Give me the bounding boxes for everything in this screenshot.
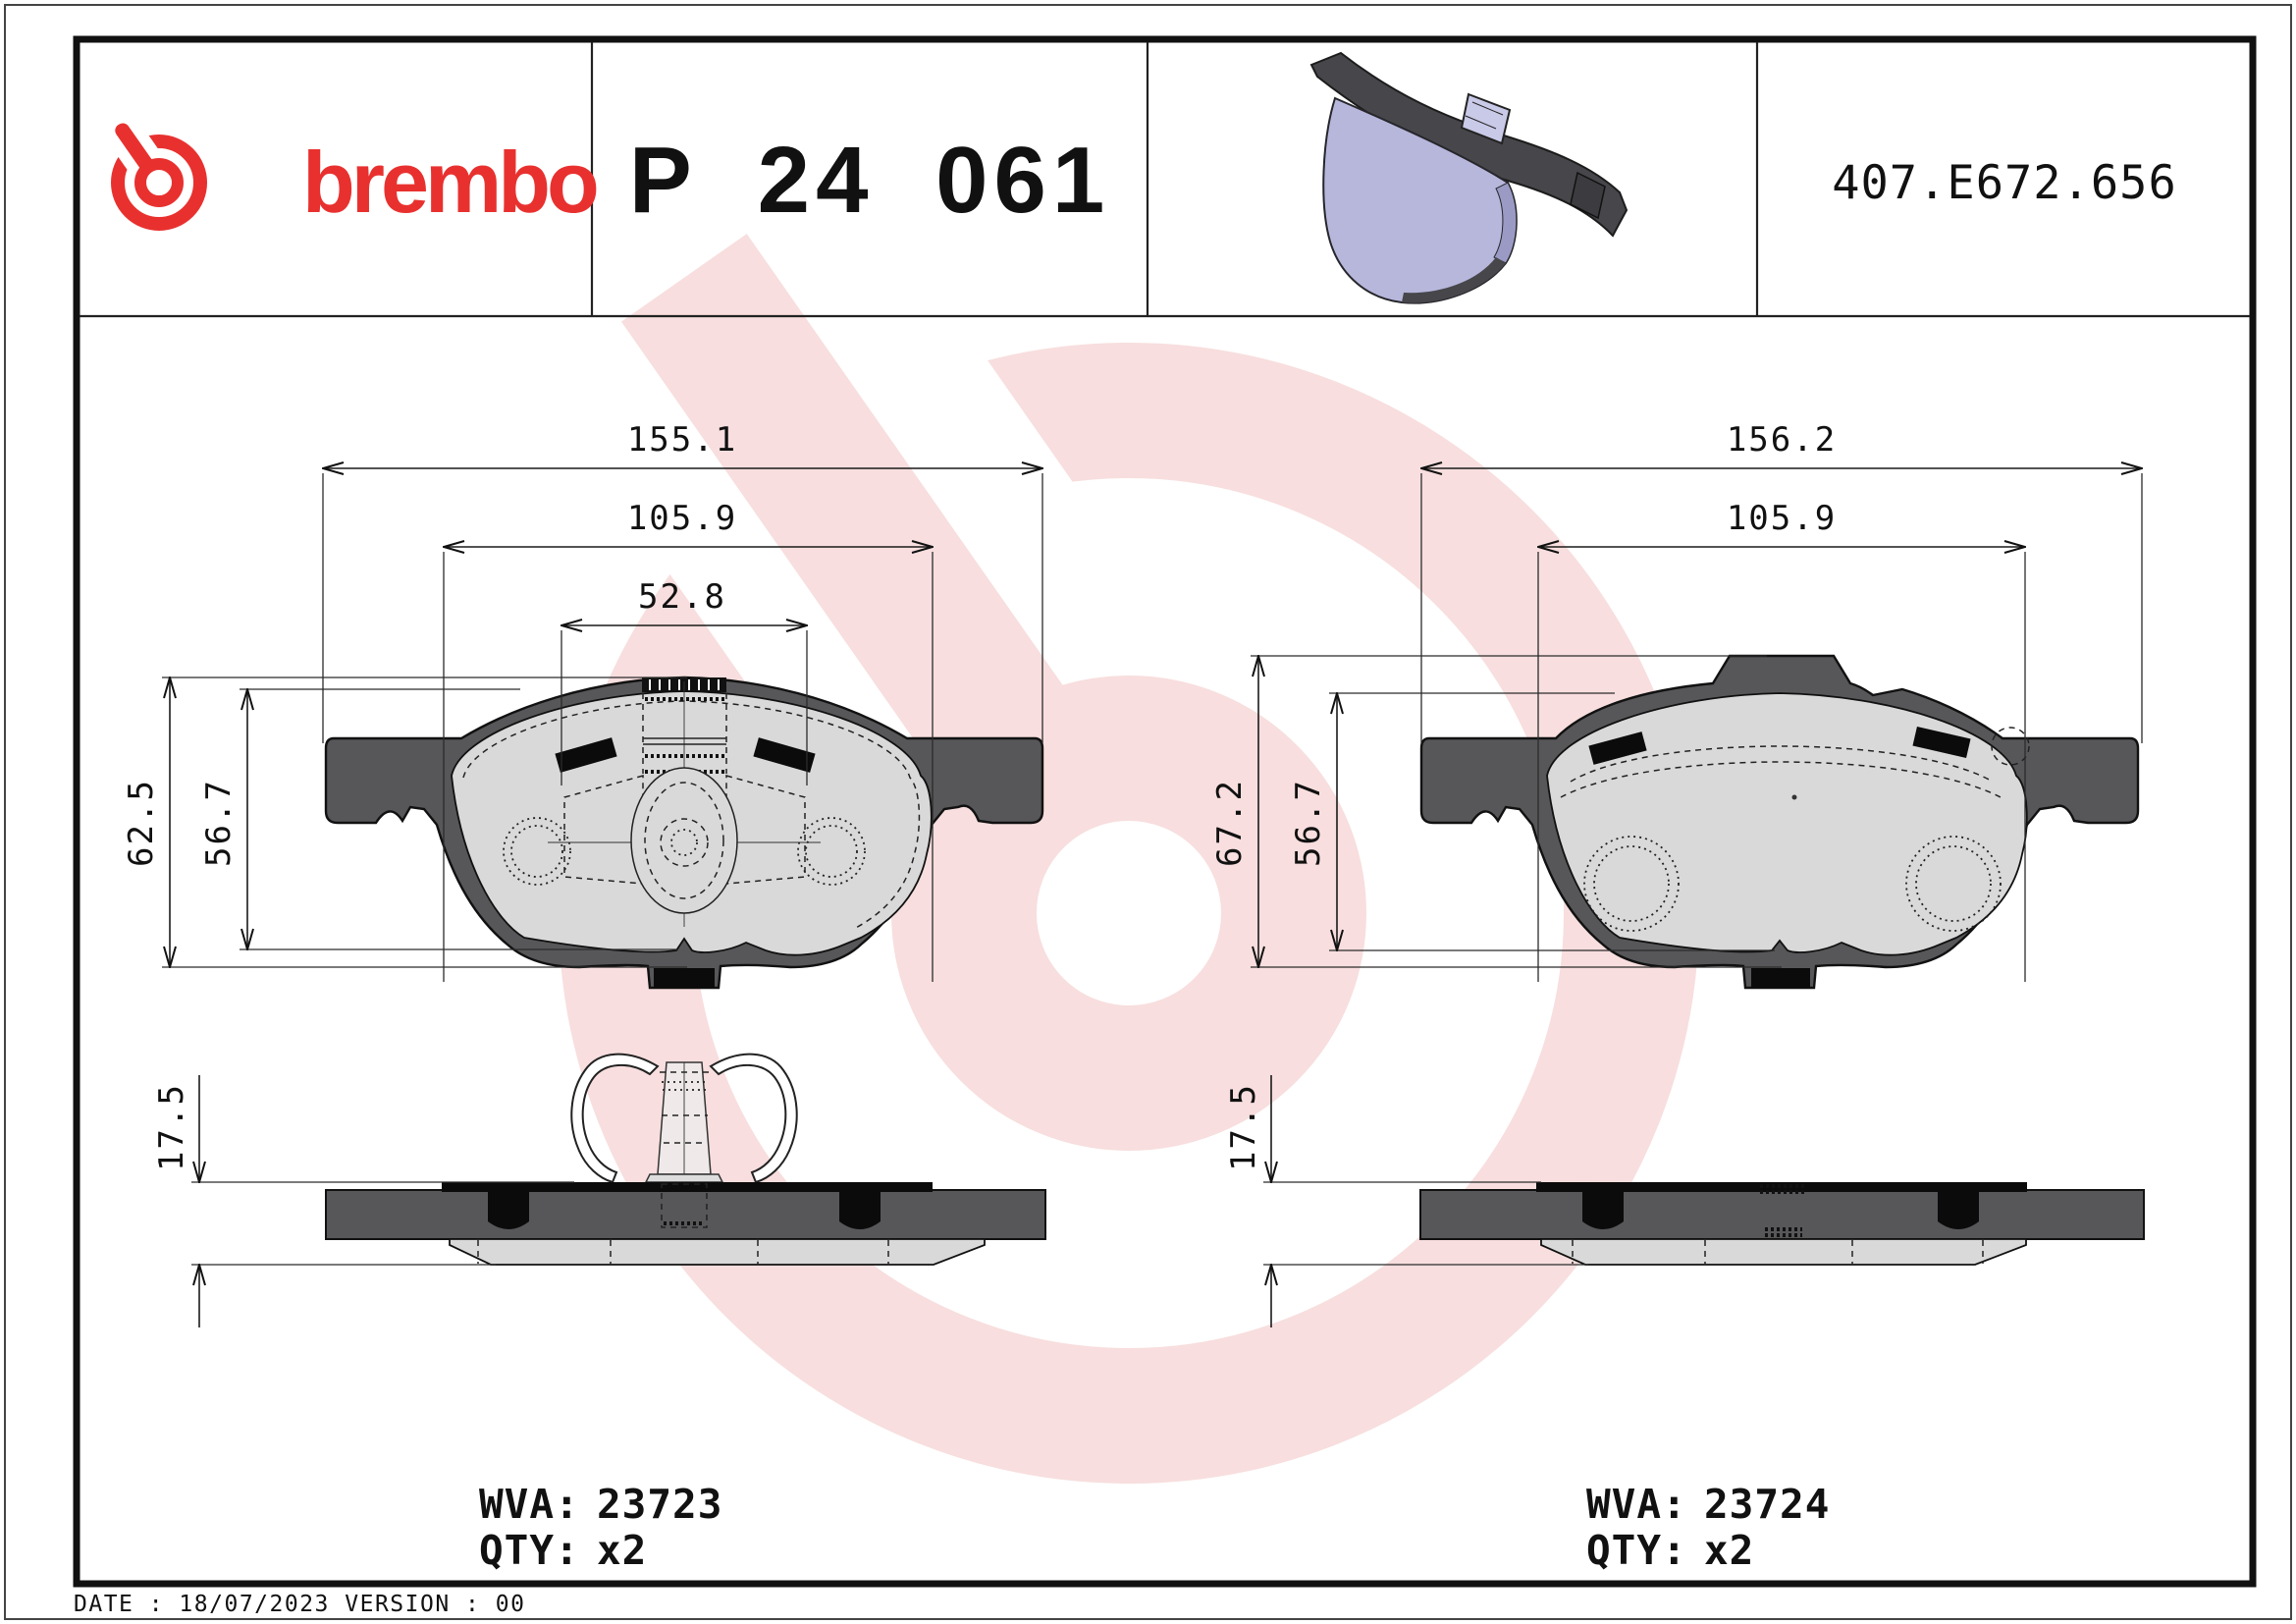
left-pad-bottom-tab	[654, 968, 715, 988]
left-pad-clip-mark-left	[555, 737, 617, 773]
left-pad-side-friction	[449, 1238, 986, 1266]
right-pad-friction	[1546, 692, 2028, 956]
brand-logo-text: brembo	[302, 134, 597, 231]
dim-left-thickness: 17.5	[152, 1083, 191, 1171]
left-pad-side-view	[325, 1053, 1046, 1266]
dim-left-pad-width: 105.9	[627, 499, 737, 538]
left-wva-value: 23723	[597, 1481, 722, 1528]
left-pad-side-backplate	[325, 1189, 1046, 1240]
dim-right-pad-height: 56.7	[1289, 779, 1328, 867]
reference-code: 407.E672.656	[1832, 156, 2177, 210]
brand-logo: brembo	[107, 120, 601, 231]
right-qty-label: QTY:	[1586, 1527, 1687, 1574]
right-pad-sensor-hole	[1991, 727, 2030, 766]
left-pad-front-view	[324, 676, 1044, 990]
right-pad-side-friction	[1540, 1238, 2027, 1266]
right-pad-clip-mark-right	[1912, 726, 1971, 759]
footer-date-version: DATE : 18/07/2023 VERSION : 00	[74, 1592, 525, 1617]
dim-left-piston-width: 52.8	[638, 577, 726, 617]
right-pad-front-view	[1419, 654, 2140, 990]
dim-right-overall-height: 67.2	[1210, 779, 1250, 867]
right-pad-side-view	[1419, 1182, 2145, 1266]
brake-pad-3d-render-icon	[1309, 51, 1629, 304]
right-qty-value: x2	[1704, 1527, 1754, 1574]
left-view-dimensions: 155.1 105.9 52.8 62.5 56.7 17.5	[122, 420, 1042, 1327]
drawing-frame	[73, 35, 2257, 1588]
right-pad-reference-labels: WVA: 23724 QTY: x2	[1586, 1481, 1830, 1574]
left-qty-label: QTY:	[479, 1527, 580, 1574]
dim-left-pad-height: 56.7	[199, 779, 239, 867]
dim-right-pad-width: 105.9	[1727, 499, 1837, 538]
right-pad-wear-mark-right	[1905, 836, 2002, 932]
right-wva-value: 23724	[1704, 1481, 1830, 1528]
right-pad-side-shim	[1536, 1182, 2027, 1192]
right-pad-side-backplate	[1419, 1189, 2145, 1240]
dim-right-thickness: 17.5	[1224, 1083, 1263, 1171]
left-wva-label: WVA:	[479, 1481, 580, 1528]
left-pad-reference-labels: WVA: 23723 QTY: x2	[479, 1481, 722, 1574]
page-border	[4, 4, 2292, 1620]
right-view-dimensions: 156.2 105.9 67.2 56.7 17.5	[1210, 420, 2142, 1327]
part-number: P 24 061	[629, 128, 1111, 233]
right-pad-clip-mark-left	[1588, 731, 1647, 765]
right-pad-wear-mark-left	[1583, 836, 1680, 932]
right-pad-bottom-tab	[1751, 968, 1810, 988]
left-qty-value: x2	[597, 1527, 647, 1574]
left-pad-wear-mark-right	[797, 817, 866, 886]
left-pad-wear-mark-left	[503, 817, 571, 886]
right-wva-label: WVA:	[1586, 1481, 1687, 1528]
left-pad-clip-mark-right	[753, 737, 816, 773]
brembo-logo-mark-icon	[107, 120, 207, 231]
left-pad-spring-clip	[570, 1053, 798, 1184]
left-pad-side-shim	[442, 1182, 933, 1192]
dim-left-overall-height: 62.5	[122, 779, 161, 867]
dim-right-overall-width: 156.2	[1727, 420, 1837, 460]
dim-left-overall-width: 155.1	[627, 420, 737, 460]
